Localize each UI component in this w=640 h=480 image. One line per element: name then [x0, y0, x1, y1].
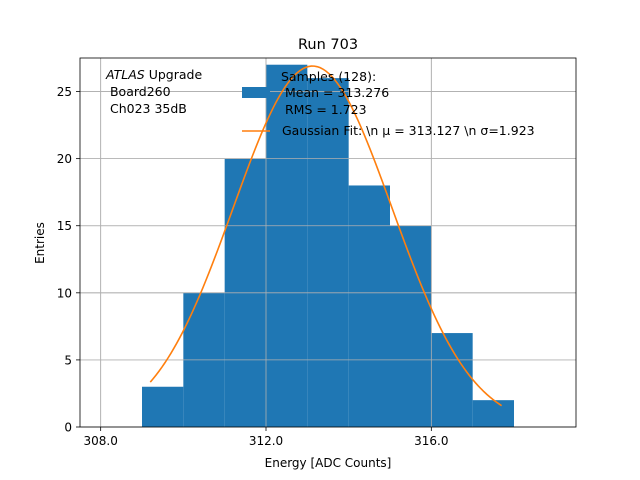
y-axis-ticks: 0 5 10 15 20 25 [57, 85, 80, 435]
atlas-label: ATLAS [105, 67, 145, 82]
y-tick-label: 5 [64, 353, 72, 367]
legend-hist-mean: Mean = 313.276 [281, 85, 389, 100]
gaussian-fit [149, 65, 503, 407]
upgrade-label: Upgrade [145, 67, 203, 82]
x-axis-label: Energy [ADC Counts] [265, 456, 392, 470]
y-tick-label: 10 [57, 286, 72, 300]
x-tick-label: 316.0 [414, 434, 448, 448]
x-tick-label: 308.0 [83, 434, 117, 448]
hist-bar-5 [348, 185, 390, 427]
x-tick-label: 312.0 [249, 434, 283, 448]
channel-label: Ch023 35dB [106, 101, 187, 116]
chart-title: Run 703 [298, 37, 358, 53]
hist-bar-3 [266, 64, 308, 427]
y-tick-label: 25 [57, 85, 72, 99]
y-tick-label: 0 [64, 421, 72, 435]
legend-hist-swatch [242, 87, 270, 98]
y-tick-label: 20 [57, 152, 72, 166]
board-label: Board260 [106, 84, 171, 99]
legend-hist-label: Samples (128): [281, 69, 376, 84]
legend: Samples (128): Mean = 313.276 RMS = 1.72… [242, 69, 535, 138]
hist-bar-0 [142, 386, 184, 427]
grid-lines-overlay [80, 58, 576, 427]
y-axis-label: Entries [33, 222, 47, 264]
x-axis-ticks: 308.0 312.0 316.0 [83, 427, 449, 448]
svg-text:ATLAS Upgrade: ATLAS Upgrade [105, 67, 202, 82]
hist-bar-4 [307, 78, 349, 428]
hist-bar-8 [472, 400, 514, 427]
histogram-bars [80, 58, 576, 428]
fit-curve [149, 65, 503, 407]
plot-frame [79, 57, 577, 428]
atlas-annotation: ATLAS Upgrade Board260 Ch023 35dB [105, 67, 202, 116]
legend-hist-rms: RMS = 1.723 [281, 102, 367, 117]
hist-bar-6 [390, 225, 432, 427]
y-tick-label: 15 [57, 219, 72, 233]
legend-fit-label: Gaussian Fit: \n μ = 313.127 \n σ=1.923 [282, 123, 535, 138]
hist-bar-7 [431, 333, 473, 427]
